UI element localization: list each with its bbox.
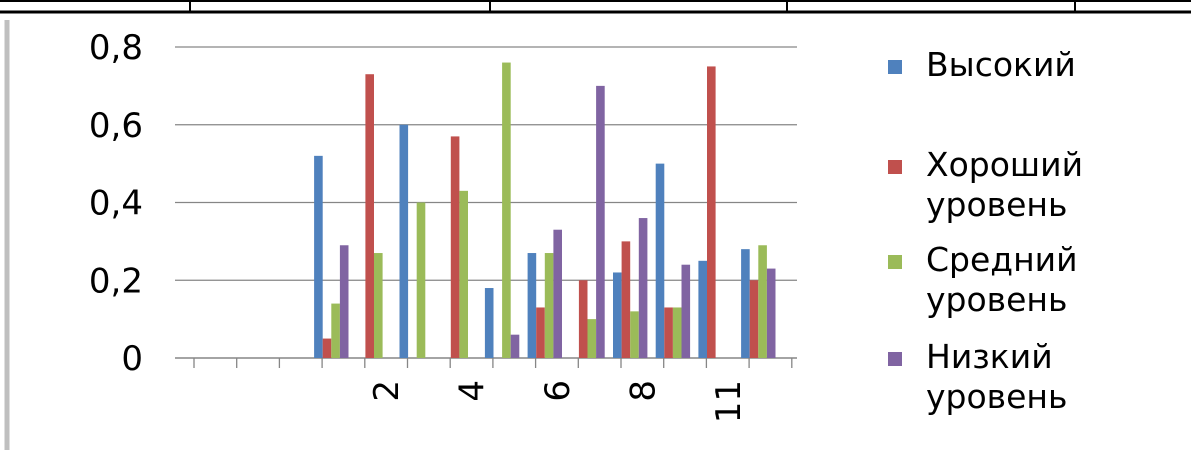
legend-label: Средний уровень xyxy=(926,240,1078,319)
bar xyxy=(758,245,767,358)
bar xyxy=(510,334,520,358)
x-tick-label: 6 xyxy=(538,380,578,402)
bar xyxy=(587,319,597,358)
bar xyxy=(399,124,409,358)
bar xyxy=(630,311,639,358)
gridlines xyxy=(175,46,797,281)
y-tick-label: 0 xyxy=(121,339,143,379)
y-tick-label: 0,2 xyxy=(89,261,143,301)
bar xyxy=(314,155,323,358)
bar xyxy=(459,190,468,358)
bar xyxy=(365,74,374,359)
bar xyxy=(664,307,673,358)
y-tick-label: 0,4 xyxy=(89,184,143,224)
x-tick-label: 11 xyxy=(709,380,749,423)
legend: Высокий Хороший уровень Средний уровень Низки… xyxy=(888,45,1083,416)
legend-label: Низкий уровень xyxy=(926,337,1067,416)
x-tick-label: 4 xyxy=(453,380,493,402)
bar xyxy=(536,307,545,358)
bar xyxy=(578,280,588,358)
bar xyxy=(450,136,460,358)
legend-swatch xyxy=(888,352,902,366)
bar xyxy=(672,307,682,358)
bars xyxy=(314,62,776,359)
bar xyxy=(544,253,554,358)
bar xyxy=(655,163,665,358)
bar xyxy=(638,218,648,358)
bar xyxy=(553,229,562,358)
x-tick-label: 2 xyxy=(367,380,407,402)
bar xyxy=(707,66,716,358)
bar xyxy=(331,303,340,358)
y-tick-label: 0,6 xyxy=(89,106,143,146)
legend-label: Хороший уровень xyxy=(926,145,1083,224)
bar xyxy=(596,85,605,358)
legend-label: Высокий xyxy=(926,45,1076,84)
bar xyxy=(416,202,426,358)
bar xyxy=(621,241,631,358)
bar xyxy=(339,245,349,358)
legend-swatch xyxy=(888,160,902,174)
y-axis: 0 0,2 0,4 0,6 0,8 xyxy=(89,28,143,379)
x-axis: 2 4 6 8 11 xyxy=(175,357,797,423)
bar xyxy=(527,253,537,358)
bar xyxy=(484,288,494,358)
bar xyxy=(766,268,776,358)
x-tick-label: 8 xyxy=(623,380,663,402)
bar xyxy=(698,260,707,358)
bar xyxy=(741,249,750,358)
bar xyxy=(374,253,383,358)
y-tick-label: 0,8 xyxy=(89,28,143,68)
bar xyxy=(613,272,622,358)
bar xyxy=(502,62,511,359)
legend-swatch xyxy=(888,255,902,269)
bar xyxy=(681,264,691,358)
legend-swatch xyxy=(888,60,902,74)
bar xyxy=(749,280,759,358)
bar xyxy=(322,338,332,358)
